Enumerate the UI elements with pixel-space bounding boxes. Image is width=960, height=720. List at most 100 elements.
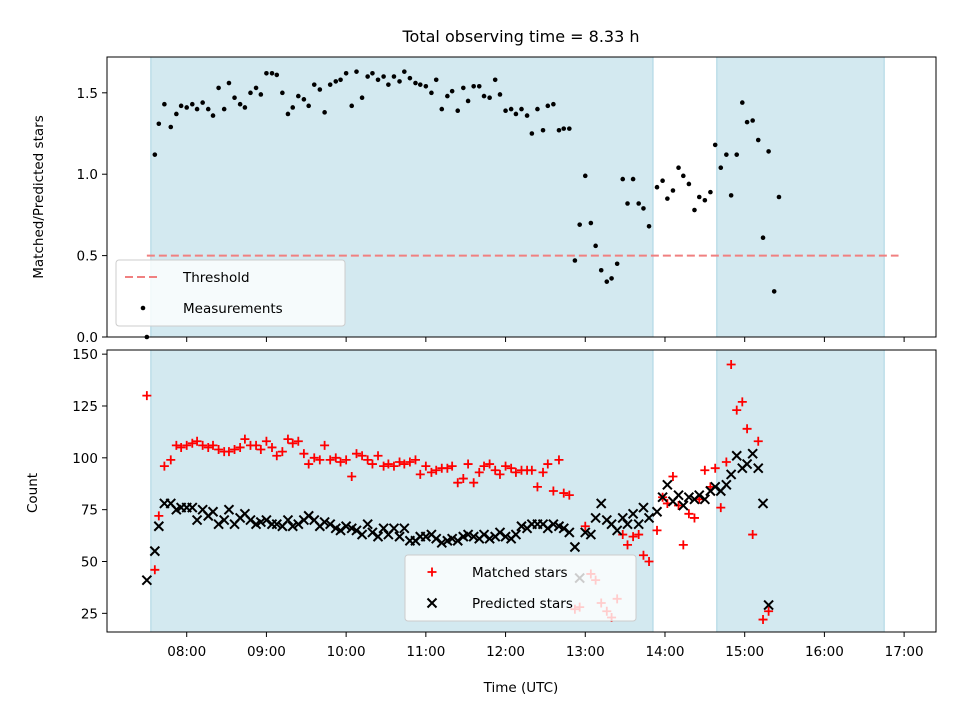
data-point (757, 498, 769, 509)
data-point (277, 447, 287, 457)
data-point (481, 93, 487, 99)
data-point (495, 469, 505, 479)
data-point (245, 514, 256, 526)
data-point (471, 84, 476, 89)
data-point (484, 533, 495, 544)
data-point (322, 110, 327, 115)
data-point (500, 531, 511, 542)
data-point (223, 504, 235, 515)
data-point (242, 105, 248, 110)
data-point (449, 88, 455, 94)
data-point (641, 206, 646, 211)
data-point (633, 518, 644, 530)
data-point (442, 463, 452, 473)
plot-frame (106, 56, 937, 338)
data-point (556, 127, 562, 133)
data-point (501, 461, 511, 471)
data-point (513, 111, 519, 117)
data-point (712, 142, 718, 148)
data-point (324, 518, 336, 530)
legend-box (404, 554, 637, 622)
data-point (732, 405, 742, 415)
data-point (559, 488, 569, 498)
data-point (395, 457, 405, 467)
data-point (248, 90, 253, 96)
data-point (529, 131, 535, 136)
data-point (399, 459, 409, 469)
data-point (285, 111, 291, 117)
data-point (709, 481, 721, 493)
data-point (485, 459, 495, 469)
data-point (689, 513, 699, 523)
data-point (439, 106, 445, 112)
data-point (192, 436, 202, 446)
data-point (753, 462, 764, 474)
y-tick-label: 0.5 (77, 249, 98, 265)
data-point (296, 93, 301, 99)
data-point (391, 74, 397, 79)
data-point (527, 465, 537, 475)
top-y-axis-label: Matched/Predicted stars (31, 115, 47, 278)
data-point (166, 455, 176, 465)
y-tick-label: 75 (81, 503, 98, 519)
data-point (335, 525, 346, 536)
y-tick-label: 150 (72, 347, 98, 363)
data-point (200, 100, 205, 105)
data-point (399, 523, 410, 534)
data-point (699, 494, 711, 505)
data-point (184, 105, 190, 110)
data-point (274, 72, 280, 78)
data-point (152, 152, 158, 157)
observing-window-shade (716, 349, 885, 633)
data-point (162, 101, 167, 107)
data-point (182, 440, 192, 450)
data-point (141, 574, 153, 586)
series-predicted-stars (141, 448, 774, 611)
data-point (741, 458, 753, 470)
data-point (548, 518, 559, 530)
data-point (354, 69, 359, 74)
legend-label: Predicted stars (472, 596, 573, 612)
data-point (508, 106, 514, 112)
data-point (487, 95, 492, 100)
data-point (516, 521, 527, 532)
legend: Matched stars Predicted stars (404, 554, 637, 622)
data-point (702, 197, 708, 203)
data-point (465, 98, 471, 104)
data-point (367, 459, 377, 469)
data-point (301, 97, 307, 102)
data-point (189, 101, 195, 107)
data-point (205, 106, 211, 112)
data-point (176, 442, 186, 452)
data-point (651, 506, 663, 517)
data-point (208, 440, 218, 450)
data-point (267, 442, 277, 452)
data-point (198, 440, 208, 450)
data-point (708, 189, 713, 195)
data-point (255, 516, 267, 528)
x-tick-label: 10:00 (327, 644, 366, 660)
data-point (336, 457, 346, 467)
data-point (309, 453, 319, 463)
data-point (370, 70, 375, 76)
data-point (210, 113, 216, 118)
data-point (638, 502, 649, 513)
data-point (490, 465, 500, 475)
data-point (351, 449, 361, 459)
data-point (676, 165, 681, 170)
data-point (760, 235, 766, 240)
data-point (221, 106, 227, 112)
data-point (317, 87, 323, 92)
data-point (510, 529, 522, 540)
data-point (287, 521, 298, 532)
data-point (171, 440, 181, 450)
data-point (362, 518, 373, 530)
x-tick-label: 08:00 (167, 644, 206, 660)
data-point (700, 465, 710, 475)
data-point (758, 615, 768, 625)
x-tick-label: 12:00 (486, 644, 525, 660)
x-tick-label: 13:00 (566, 644, 605, 660)
data-point (564, 527, 575, 538)
data-point (379, 461, 389, 471)
data-point (617, 512, 628, 524)
